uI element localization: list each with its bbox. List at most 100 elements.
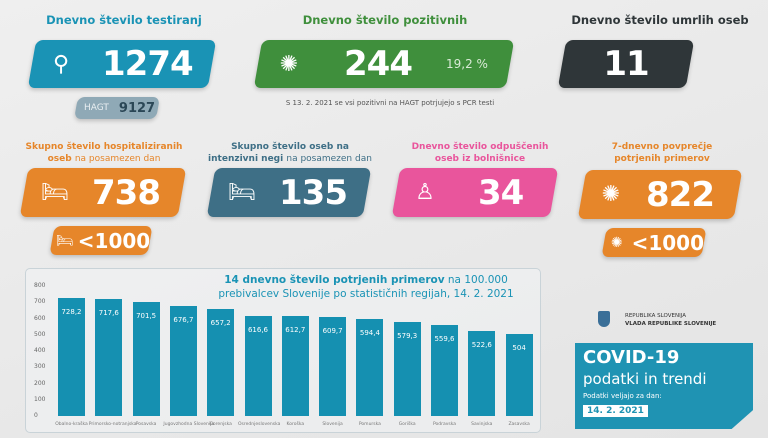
chart-panel: 14 dnevno število potrjenih primerov na … — [25, 268, 541, 433]
bar-value-label: 579,3 — [397, 331, 418, 340]
hagt-value: 9127 — [118, 100, 156, 116]
bar — [281, 316, 309, 416]
avg7-threshold-value: <1000 — [631, 230, 704, 255]
hospitalized-title-bold: Skupno število hospitaliziranih oseb — [25, 142, 183, 164]
positive-note: S 13. 2. 2021 se vsi pozitivni na HAGT p… — [285, 99, 495, 107]
testing-value: 1274 — [102, 44, 194, 84]
testing-card: ⚲ 1274 — [32, 40, 212, 88]
category-label: Gorenjska — [209, 422, 232, 427]
bar — [431, 325, 458, 416]
discharged-value: 34 — [478, 172, 524, 213]
bar-value-label: 504 — [512, 344, 526, 353]
bar-value-label: 701,5 — [136, 312, 157, 320]
coat-of-arms-icon — [598, 311, 610, 327]
category-label: Zasavska — [508, 422, 530, 427]
y-tick-label: 700 — [34, 298, 46, 306]
category-label: Obalno-kraška — [55, 422, 88, 427]
y-tick-label: 100 — [34, 395, 46, 403]
positive-value: 244 — [344, 44, 413, 84]
discharged-title: Dnevno število odpuščenih oseb iz bolniš… — [411, 142, 549, 164]
banner-date: 14. 2. 2021 — [583, 405, 648, 417]
y-tick-label: 300 — [34, 363, 46, 371]
banner-subtitle: podatki in trendi — [583, 370, 707, 388]
virus-icon: ✺ — [601, 182, 621, 207]
bar-value-label: 728,2 — [61, 307, 82, 316]
y-tick-label: 400 — [34, 347, 46, 354]
banner-valid-label: Podatki veljajo za dan: — [583, 392, 662, 400]
avg7-card: ✺ 822 — [582, 170, 738, 219]
hospitalized-card: 🛏 738 — [24, 168, 182, 217]
bar-value-label: 522,6 — [471, 341, 492, 350]
positive-title: Dnevno število pozitivnih — [302, 13, 468, 27]
bar — [505, 334, 533, 416]
bar-value-label: 559,6 — [434, 335, 455, 344]
gov-logo: REPUBLIKA SLOVENIJA VLADA REPUBLIKE SLOV… — [625, 312, 716, 328]
bar — [132, 302, 160, 416]
covid-banner: COVID-19 podatki in trendi Podatki velja… — [575, 343, 753, 429]
icu-title-bold: Skupno število oseb na intenzivni negi — [208, 142, 349, 164]
icu-title-rest: na posamezen dan — [286, 154, 372, 164]
bar — [319, 316, 347, 416]
avg7-title: 7-dnevno povprečje potrjenih primerov — [611, 142, 713, 164]
deaths-card: 11 — [562, 40, 690, 88]
avg7-threshold: ✺ <1000 — [604, 228, 704, 257]
logo-line2: VLADA REPUBLIKE SLOVENIJE — [625, 321, 717, 327]
icu-value: 135 — [279, 172, 348, 213]
bar-value-label: 657,2 — [210, 319, 231, 328]
hospitalized-value: 738 — [92, 172, 161, 213]
chart-title: 14 dnevno število potrjenih primerov na … — [206, 273, 526, 301]
bar — [58, 297, 85, 416]
bar-value-label: 609,7 — [322, 326, 343, 335]
y-tick-label: 0 — [34, 412, 38, 419]
y-tick-label: 600 — [34, 314, 46, 322]
category-label: Pomurska — [358, 422, 381, 427]
avg7-value: 822 — [646, 174, 715, 215]
bar — [393, 321, 421, 416]
bar — [169, 306, 197, 416]
bar-value-label: 676,7 — [173, 316, 194, 325]
bar — [244, 315, 272, 416]
test-kit-icon: ⚲ — [52, 51, 70, 77]
category-label: Jugovzhodna Slovenija — [163, 422, 215, 427]
logo-line1: REPUBLIKA SLOVENIJA — [625, 313, 686, 319]
category-label: Savinjska — [471, 422, 493, 427]
y-tick-label: 500 — [34, 330, 46, 338]
virus-icon: ✺ — [610, 234, 623, 251]
hospital-bed-icon: 🛏 — [56, 232, 74, 249]
bar — [356, 319, 384, 416]
person-icon: ♙ — [415, 180, 435, 205]
hagt-badge: HAGT 9127 — [76, 97, 158, 119]
hospital-bed-icon: 🛏 — [41, 180, 69, 205]
deaths-value: 11 — [603, 44, 649, 84]
deaths-title: Dnevno število umrlih oseb — [571, 13, 749, 27]
chart-title-rest: na 100.000 prebivalcev Slovenije po stat… — [218, 274, 514, 300]
testing-title: Dnevno število testiranj — [46, 13, 202, 27]
chart-title-bold: 14 dnevno število potrjenih primerov — [224, 274, 445, 286]
bar — [468, 331, 496, 416]
category-label: Slovenija — [322, 422, 343, 427]
bar-value-label: 717,6 — [98, 309, 119, 318]
hospital-bed-icon: 🛏 — [228, 180, 256, 205]
positive-percent: 19,2 % — [445, 57, 488, 71]
bar — [95, 299, 123, 416]
hospitalized-title: Skupno število hospitaliziranih oseb na … — [18, 141, 190, 165]
bar-value-label: 594,4 — [359, 329, 380, 338]
category-label: Primorsko-notranjska — [88, 422, 137, 427]
bar — [207, 309, 235, 416]
bar-value-label: 612,7 — [285, 326, 306, 335]
hospitalized-threshold: 🛏 <1000 — [52, 226, 150, 255]
category-label: Posavska — [135, 422, 157, 427]
bar-value-label: 616,6 — [247, 325, 269, 334]
banner-title: COVID-19 — [583, 347, 680, 368]
category-label: Podravska — [432, 422, 457, 427]
icu-title: Skupno število oseb na intenzivni negi n… — [205, 141, 375, 165]
discharged-card: ♙ 34 — [396, 168, 554, 217]
icu-card: 🛏 135 — [211, 168, 367, 217]
virus-icon: ✺ — [279, 51, 299, 77]
positive-card: ✺ 244 19,2 % — [258, 40, 510, 88]
category-label: Koroška — [286, 422, 305, 427]
category-label: Goriška — [398, 422, 416, 427]
hagt-label: HAGT — [84, 103, 109, 113]
hospitalized-title-rest: na posamezen dan — [74, 154, 161, 164]
y-tick-label: 200 — [34, 379, 46, 387]
